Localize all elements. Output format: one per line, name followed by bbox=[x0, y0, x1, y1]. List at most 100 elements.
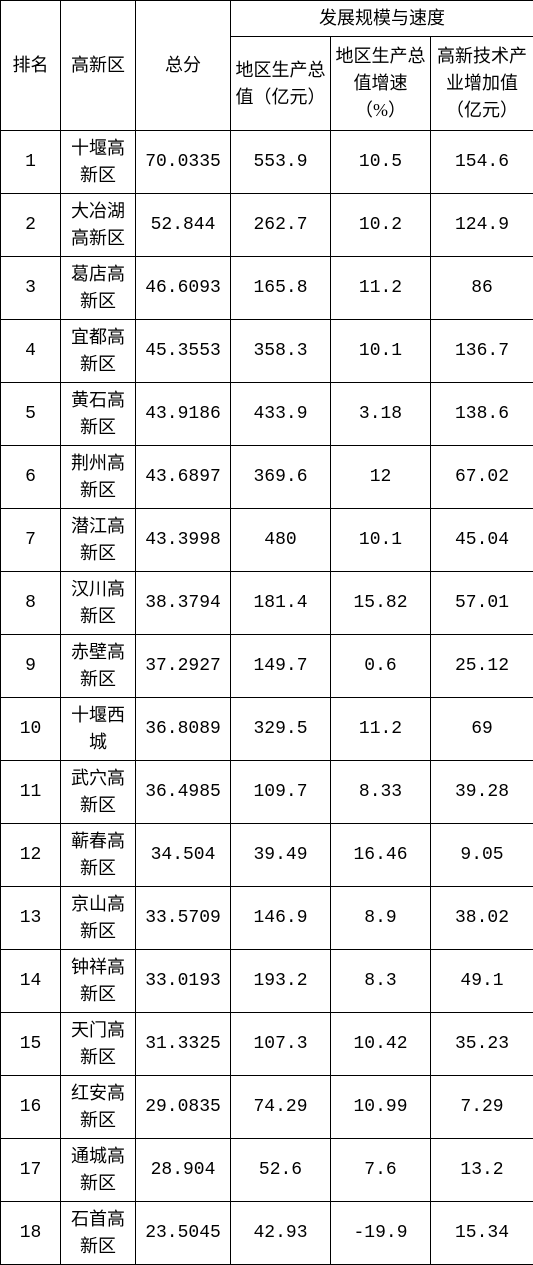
cell-gdp: 42.93 bbox=[231, 1202, 331, 1265]
cell-growth: 7.6 bbox=[331, 1139, 431, 1202]
cell-gdp: 262.7 bbox=[231, 194, 331, 257]
cell-growth: 11.2 bbox=[331, 257, 431, 320]
cell-rank: 12 bbox=[1, 824, 61, 887]
cell-gdp: 369.6 bbox=[231, 446, 331, 509]
table-row: 9赤壁高新区37.2927149.70.625.12 bbox=[1, 635, 533, 698]
header-growth: 地区生产总值增速（%） bbox=[331, 37, 431, 131]
table-row: 8汉川高新区38.3794181.415.8257.01 bbox=[1, 572, 533, 635]
cell-gdp: 553.9 bbox=[231, 131, 331, 194]
cell-rank: 11 bbox=[1, 761, 61, 824]
cell-gdp: 193.2 bbox=[231, 950, 331, 1013]
cell-score: 33.5709 bbox=[136, 887, 231, 950]
cell-zone: 通城高新区 bbox=[61, 1139, 136, 1202]
cell-score: 38.3794 bbox=[136, 572, 231, 635]
cell-rank: 7 bbox=[1, 509, 61, 572]
cell-rank: 14 bbox=[1, 950, 61, 1013]
cell-rank: 13 bbox=[1, 887, 61, 950]
cell-growth: 8.9 bbox=[331, 887, 431, 950]
cell-hightech: 49.1 bbox=[431, 950, 533, 1013]
cell-gdp: 109.7 bbox=[231, 761, 331, 824]
cell-score: 29.0835 bbox=[136, 1076, 231, 1139]
cell-hightech: 9.05 bbox=[431, 824, 533, 887]
cell-hightech: 35.23 bbox=[431, 1013, 533, 1076]
cell-score: 70.0335 bbox=[136, 131, 231, 194]
cell-growth: 10.1 bbox=[331, 320, 431, 383]
cell-score: 36.4985 bbox=[136, 761, 231, 824]
cell-growth: 16.46 bbox=[331, 824, 431, 887]
cell-zone: 蕲春高新区 bbox=[61, 824, 136, 887]
cell-gdp: 149.7 bbox=[231, 635, 331, 698]
header-gdp: 地区生产总值（亿元） bbox=[231, 37, 331, 131]
cell-gdp: 181.4 bbox=[231, 572, 331, 635]
cell-score: 37.2927 bbox=[136, 635, 231, 698]
cell-zone: 葛店高新区 bbox=[61, 257, 136, 320]
cell-growth: 10.99 bbox=[331, 1076, 431, 1139]
cell-zone: 十堰高新区 bbox=[61, 131, 136, 194]
table-row: 6荆州高新区43.6897369.61267.02 bbox=[1, 446, 533, 509]
cell-score: 31.3325 bbox=[136, 1013, 231, 1076]
cell-zone: 钟祥高新区 bbox=[61, 950, 136, 1013]
header-rank: 排名 bbox=[1, 1, 61, 131]
cell-zone: 宜都高新区 bbox=[61, 320, 136, 383]
table-row: 4宜都高新区45.3553358.310.1136.7 bbox=[1, 320, 533, 383]
cell-gdp: 74.29 bbox=[231, 1076, 331, 1139]
cell-gdp: 358.3 bbox=[231, 320, 331, 383]
cell-hightech: 136.7 bbox=[431, 320, 533, 383]
cell-rank: 8 bbox=[1, 572, 61, 635]
cell-zone: 荆州高新区 bbox=[61, 446, 136, 509]
cell-rank: 17 bbox=[1, 1139, 61, 1202]
cell-score: 23.5045 bbox=[136, 1202, 231, 1265]
cell-score: 43.3998 bbox=[136, 509, 231, 572]
table-body: 1十堰高新区70.0335553.910.5154.62大冶湖高新区52.844… bbox=[1, 131, 533, 1265]
cell-score: 34.504 bbox=[136, 824, 231, 887]
cell-rank: 4 bbox=[1, 320, 61, 383]
cell-growth: 0.6 bbox=[331, 635, 431, 698]
table-row: 16红安高新区29.083574.2910.997.29 bbox=[1, 1076, 533, 1139]
cell-hightech: 67.02 bbox=[431, 446, 533, 509]
table-row: 12蕲春高新区34.50439.4916.469.05 bbox=[1, 824, 533, 887]
header-score: 总分 bbox=[136, 1, 231, 131]
cell-score: 43.9186 bbox=[136, 383, 231, 446]
cell-rank: 10 bbox=[1, 698, 61, 761]
table-row: 13京山高新区33.5709146.98.938.02 bbox=[1, 887, 533, 950]
cell-growth: -19.9 bbox=[331, 1202, 431, 1265]
cell-rank: 3 bbox=[1, 257, 61, 320]
table-row: 18石首高新区23.504542.93-19.915.34 bbox=[1, 1202, 533, 1265]
cell-zone: 红安高新区 bbox=[61, 1076, 136, 1139]
cell-hightech: 69 bbox=[431, 698, 533, 761]
cell-hightech: 45.04 bbox=[431, 509, 533, 572]
cell-rank: 1 bbox=[1, 131, 61, 194]
cell-growth: 10.2 bbox=[331, 194, 431, 257]
cell-gdp: 107.3 bbox=[231, 1013, 331, 1076]
cell-gdp: 146.9 bbox=[231, 887, 331, 950]
table-row: 2大冶湖高新区52.844262.710.2124.9 bbox=[1, 194, 533, 257]
cell-zone: 武穴高新区 bbox=[61, 761, 136, 824]
cell-growth: 10.1 bbox=[331, 509, 431, 572]
cell-rank: 18 bbox=[1, 1202, 61, 1265]
table-row: 10十堰西城36.8089329.511.269 bbox=[1, 698, 533, 761]
cell-zone: 赤壁高新区 bbox=[61, 635, 136, 698]
cell-gdp: 480 bbox=[231, 509, 331, 572]
header-zone: 高新区 bbox=[61, 1, 136, 131]
cell-growth: 8.33 bbox=[331, 761, 431, 824]
cell-growth: 3.18 bbox=[331, 383, 431, 446]
table-row: 7潜江高新区43.399848010.145.04 bbox=[1, 509, 533, 572]
cell-zone: 潜江高新区 bbox=[61, 509, 136, 572]
cell-gdp: 329.5 bbox=[231, 698, 331, 761]
table-row: 17通城高新区28.90452.67.613.2 bbox=[1, 1139, 533, 1202]
cell-growth: 10.5 bbox=[331, 131, 431, 194]
cell-zone: 石首高新区 bbox=[61, 1202, 136, 1265]
cell-zone: 大冶湖高新区 bbox=[61, 194, 136, 257]
cell-rank: 9 bbox=[1, 635, 61, 698]
cell-hightech: 38.02 bbox=[431, 887, 533, 950]
cell-gdp: 52.6 bbox=[231, 1139, 331, 1202]
cell-growth: 10.42 bbox=[331, 1013, 431, 1076]
cell-score: 52.844 bbox=[136, 194, 231, 257]
cell-zone: 天门高新区 bbox=[61, 1013, 136, 1076]
cell-score: 45.3553 bbox=[136, 320, 231, 383]
table-row: 1十堰高新区70.0335553.910.5154.6 bbox=[1, 131, 533, 194]
header-group: 发展规模与速度 bbox=[231, 1, 533, 37]
cell-score: 33.0193 bbox=[136, 950, 231, 1013]
cell-zone: 黄石高新区 bbox=[61, 383, 136, 446]
cell-hightech: 39.28 bbox=[431, 761, 533, 824]
